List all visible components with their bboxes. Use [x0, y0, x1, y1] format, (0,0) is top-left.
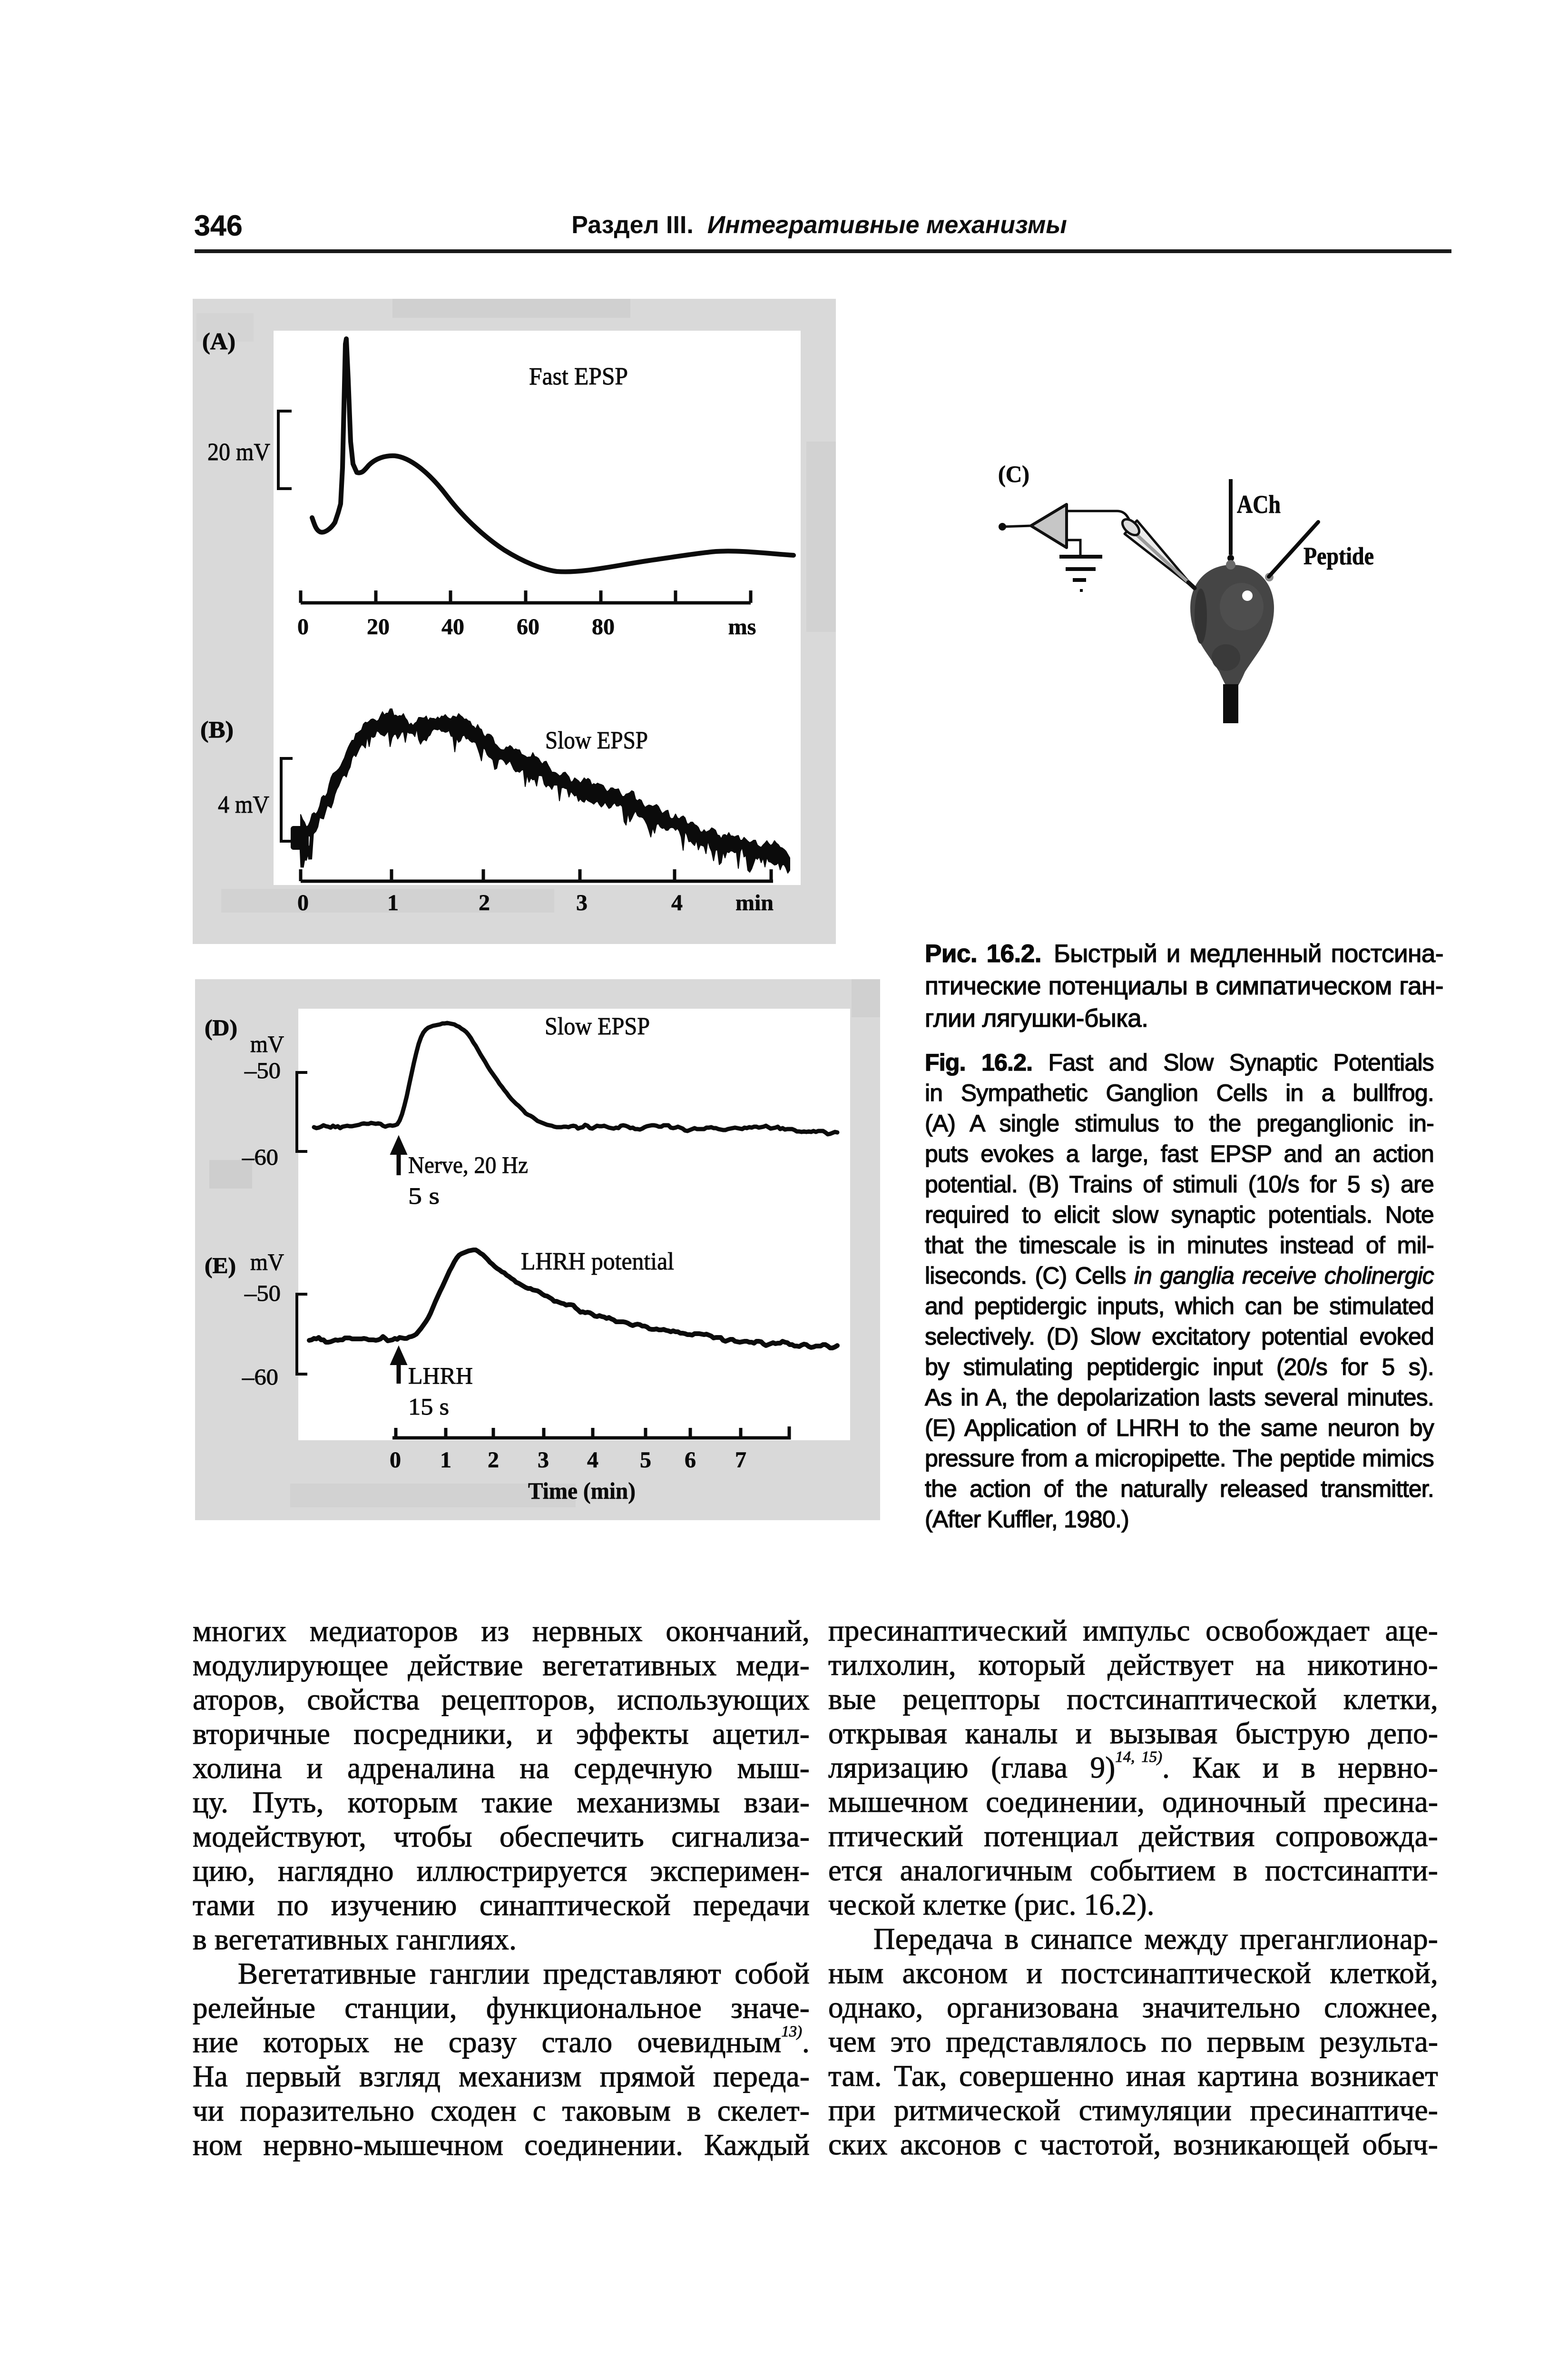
svg-text:40: 40	[441, 614, 464, 639]
svg-text:(A): (A)	[202, 328, 235, 354]
svg-text:Slow EPSP: Slow EPSP	[545, 1013, 650, 1040]
svg-text:5: 5	[640, 1447, 651, 1473]
svg-text:0: 0	[297, 890, 309, 915]
svg-text:1: 1	[387, 890, 399, 915]
svg-text:0: 0	[390, 1447, 401, 1473]
svg-text:ACh: ACh	[1237, 490, 1281, 519]
svg-text:Fast EPSP: Fast EPSP	[529, 363, 628, 390]
svg-text:1: 1	[440, 1447, 451, 1473]
svg-text:Nerve, 20 Hz: Nerve, 20 Hz	[408, 1151, 528, 1178]
svg-text:–60: –60	[242, 1145, 278, 1170]
svg-text:4 mV: 4 mV	[218, 791, 269, 818]
svg-text:LHRH: LHRH	[408, 1362, 473, 1389]
svg-text:4: 4	[671, 890, 683, 915]
svg-text:(E): (E)	[205, 1253, 236, 1278]
svg-text:60: 60	[517, 614, 539, 639]
svg-text:2: 2	[488, 1447, 499, 1473]
svg-text:ms: ms	[728, 614, 756, 639]
svg-text:4: 4	[587, 1447, 598, 1473]
svg-text:Slow EPSP: Slow EPSP	[545, 727, 648, 754]
svg-text:–50: –50	[244, 1058, 281, 1083]
svg-text:mV: mV	[250, 1031, 284, 1057]
svg-text:Peptide: Peptide	[1303, 543, 1374, 570]
svg-text:(D): (D)	[205, 1015, 237, 1041]
svg-text:6: 6	[685, 1447, 696, 1473]
svg-text:3: 3	[576, 890, 588, 915]
svg-text:0: 0	[297, 614, 309, 639]
svg-text:Time (min): Time (min)	[528, 1477, 636, 1504]
svg-text:15 s: 15 s	[408, 1393, 449, 1420]
svg-text:(B): (B)	[200, 716, 234, 743]
svg-text:–50: –50	[244, 1281, 281, 1306]
svg-text:3: 3	[538, 1447, 549, 1473]
svg-text:–60: –60	[242, 1365, 278, 1390]
svg-text:80: 80	[592, 614, 615, 639]
svg-text:2: 2	[479, 890, 490, 915]
svg-text:7: 7	[735, 1447, 746, 1473]
svg-text:20 mV: 20 mV	[207, 439, 270, 466]
svg-text:(C): (C)	[998, 461, 1029, 487]
svg-text:mV: mV	[250, 1248, 284, 1275]
svg-text:5 s: 5 s	[408, 1182, 440, 1209]
svg-text:20: 20	[367, 614, 390, 639]
svg-text:LHRH potential: LHRH potential	[521, 1248, 674, 1275]
svg-text:min: min	[735, 890, 774, 915]
